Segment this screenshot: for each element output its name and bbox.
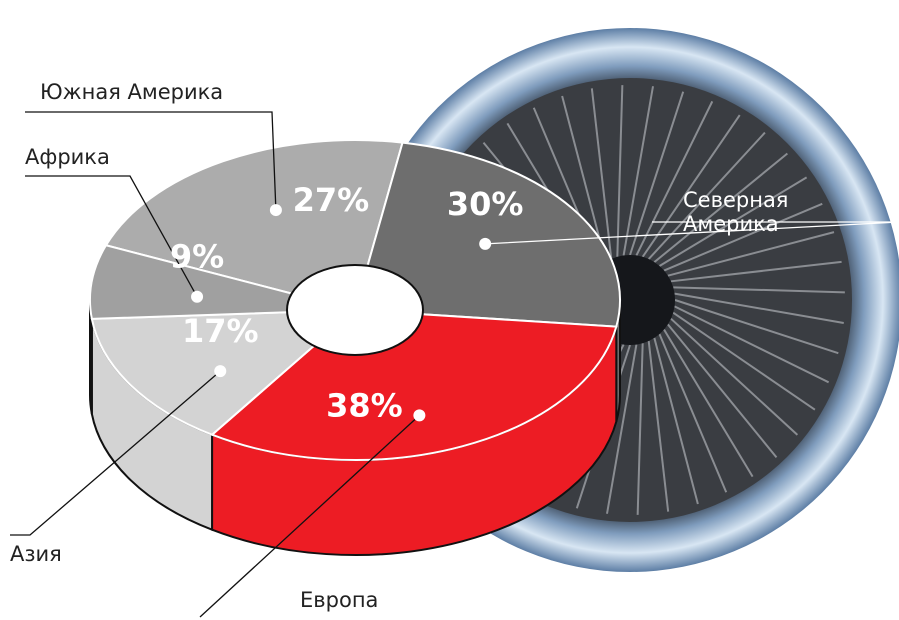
engine-blade (667, 323, 778, 459)
pie-hole (286, 264, 424, 356)
engine-blade (636, 343, 644, 515)
category-label: Южная Америка (40, 80, 224, 104)
engine-blade (616, 85, 624, 257)
engine-blade (674, 305, 830, 384)
leader-line (25, 111, 277, 211)
engine-blade (653, 337, 699, 505)
value-label: 27% (293, 181, 370, 219)
engine-blade (667, 231, 835, 277)
engine-blade (670, 317, 799, 436)
category-label: Азия (10, 542, 62, 566)
engine-blade (635, 100, 714, 256)
engine-blade (629, 91, 685, 256)
engine-blade (647, 131, 766, 260)
leader-line (199, 414, 420, 618)
engine-blade (674, 292, 844, 324)
engine-blade (622, 86, 654, 256)
pie-tops (89, 139, 621, 461)
leader-line (25, 175, 198, 298)
leader-lines (10, 111, 899, 618)
engine-blade (672, 311, 816, 411)
label-dot (479, 237, 492, 250)
value-labels: 27% 30% 38% 17% 9% (170, 181, 524, 424)
pie-slice (353, 141, 621, 328)
value-label: 9% (170, 238, 224, 276)
engine-blade (653, 152, 789, 263)
label-dot (413, 409, 426, 422)
category-label: Африка (25, 145, 110, 169)
engine-blade (658, 333, 728, 493)
leader-line (10, 370, 221, 536)
value-label: 17% (182, 312, 259, 350)
engine-blade (647, 340, 670, 512)
engine-blade (673, 286, 845, 294)
value-label: 30% (447, 185, 524, 223)
engine-blade (663, 328, 754, 478)
category-label: Северная Америка (683, 188, 789, 236)
value-label: 38% (326, 386, 403, 424)
engine-blade (641, 114, 741, 258)
engine-blade (663, 202, 823, 272)
engine-blade (670, 260, 842, 283)
label-dot (191, 290, 204, 303)
leader-line (485, 221, 899, 245)
engine-blade (674, 299, 839, 355)
engine-blade (590, 88, 613, 260)
engine-blade (561, 95, 607, 263)
engine-blade (606, 344, 638, 514)
category-label: Европа (300, 588, 379, 612)
label-dot (214, 365, 227, 378)
label-dot (269, 204, 282, 217)
